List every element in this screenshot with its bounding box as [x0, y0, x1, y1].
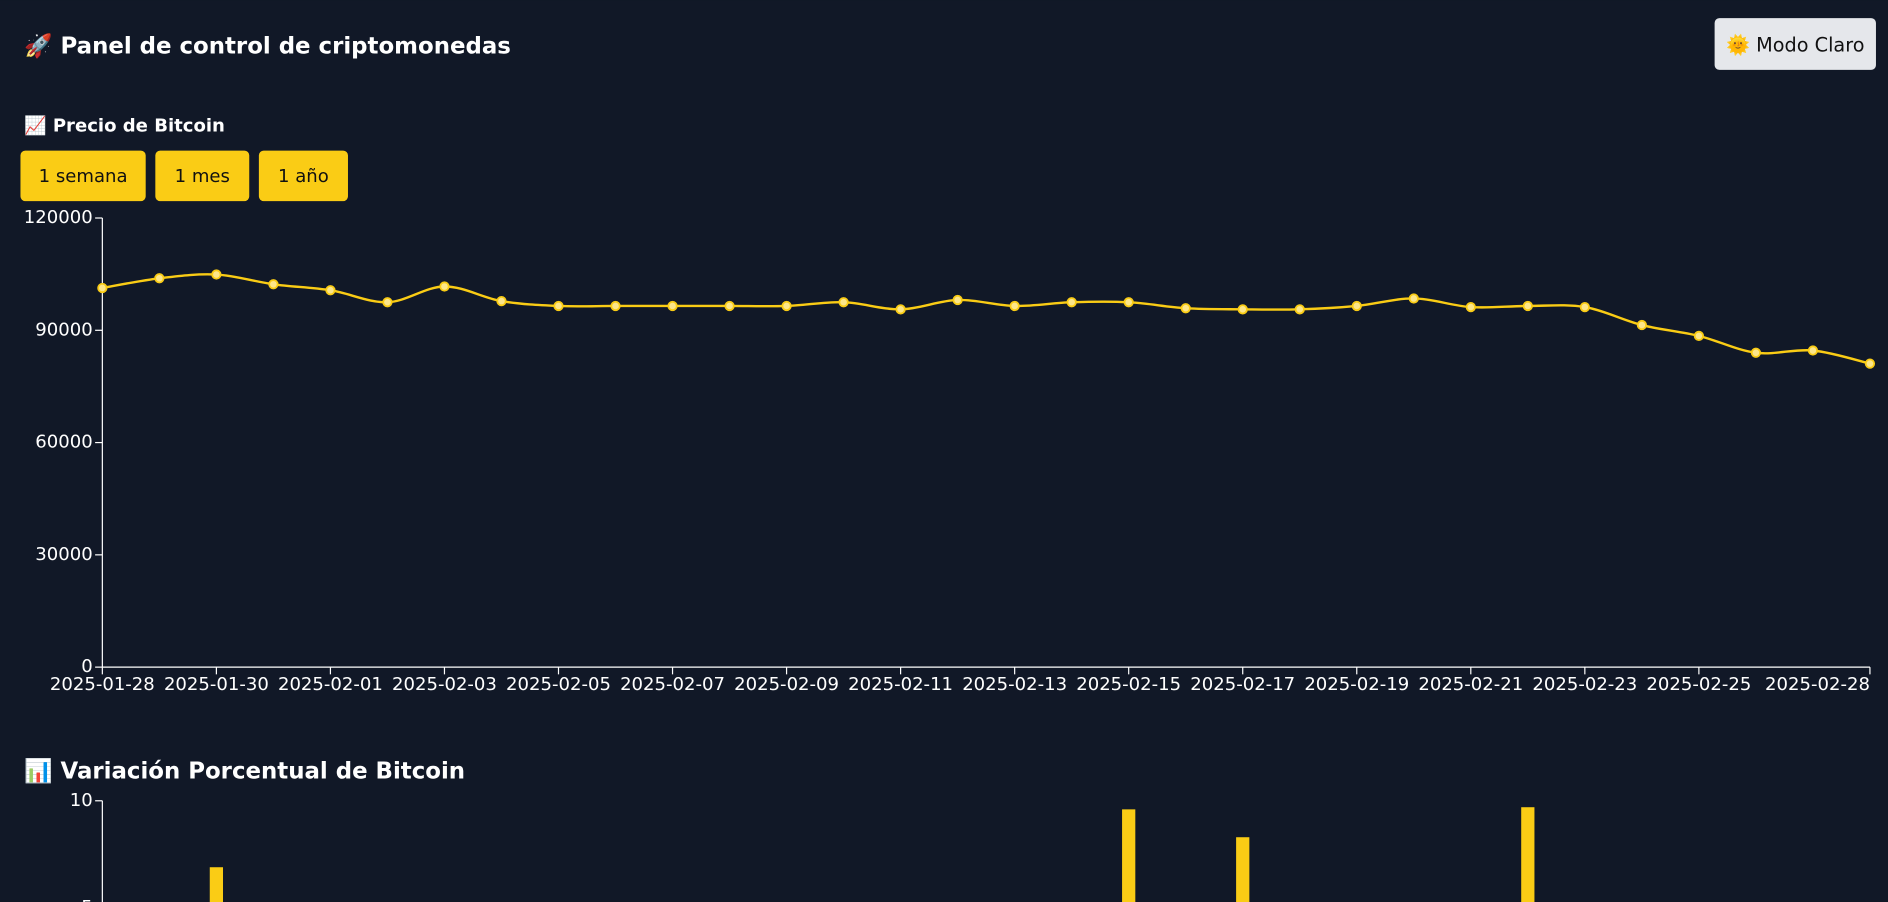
price-point: [1750, 347, 1762, 358]
button-label[interactable]: 1 mes: [175, 166, 230, 187]
range-button[interactable]: 1 mes: [155, 150, 250, 202]
x-tick-label: 2025-02-19: [1304, 674, 1409, 695]
x-tick-label: 2025-02-23: [1532, 674, 1637, 695]
button-bg[interactable]: [20, 150, 146, 202]
price-point: [1807, 345, 1819, 356]
price-point: [1579, 301, 1590, 313]
price-point: [1636, 319, 1647, 331]
button-label[interactable]: 1 año: [278, 166, 329, 187]
price-point: [1123, 297, 1134, 308]
price-point: [154, 273, 165, 284]
x-tick-label: 2025-02-01: [278, 674, 383, 695]
x-tick-label: 2025-02-17: [1190, 674, 1295, 695]
x-tick-label: 2025-02-09: [734, 674, 839, 695]
price-point: [268, 279, 279, 290]
page-title: 🚀 Panel de control de criptomonedas: [24, 33, 511, 60]
button-bg[interactable]: [155, 150, 250, 202]
price-point: [1009, 300, 1020, 312]
y-tick-label: 5: [81, 897, 92, 902]
price-point: [1693, 330, 1704, 342]
section-title: 📊 Variación Porcentual de Bitcoin: [24, 757, 465, 784]
price-point: [496, 295, 507, 307]
price-point: [439, 281, 450, 292]
y-tick-label: 30000: [35, 544, 92, 565]
x-tick-label: 2025-01-28: [50, 674, 155, 695]
x-tick-label: 2025-02-25: [1646, 674, 1751, 695]
price-point: [610, 300, 621, 312]
price-point: [1351, 300, 1362, 312]
price-point: [1465, 301, 1476, 313]
bar: [1122, 809, 1136, 902]
range-button[interactable]: 1 año: [258, 150, 348, 202]
price-point: [211, 269, 222, 280]
price-point: [895, 304, 906, 315]
price-point: [667, 300, 678, 312]
bar: [1236, 837, 1250, 902]
price-point: [1408, 293, 1419, 304]
button-label[interactable]: 🌞 Modo Claro: [1726, 32, 1864, 56]
price-point: [97, 282, 108, 294]
section-title: 📈 Precio de Bitcoin: [24, 115, 225, 137]
x-tick-label: 2025-02-03: [392, 674, 497, 695]
y-tick-label: 60000: [35, 432, 92, 453]
price-point: [838, 297, 849, 308]
price-point: [952, 294, 963, 306]
price-point: [1066, 297, 1077, 308]
x-tick-label: 2025-02-05: [506, 674, 611, 695]
x-tick-label: 2025-02-07: [620, 674, 725, 695]
price-point: [781, 300, 792, 312]
x-tick-label: 2025-02-21: [1418, 674, 1523, 695]
y-tick-label: 0: [81, 656, 92, 677]
bar: [209, 867, 224, 902]
y-tick-label: 90000: [35, 319, 92, 340]
price-point: [1180, 303, 1191, 314]
price-point: [1864, 358, 1876, 369]
price-point: [1522, 300, 1533, 312]
bar: [1521, 807, 1535, 902]
y-tick-label: 120000: [24, 207, 93, 228]
x-tick-label: 2025-02-11: [848, 674, 953, 695]
y-tick-label: 10: [70, 790, 93, 811]
button-bg[interactable]: [258, 150, 348, 202]
range-button[interactable]: 1 semana: [20, 150, 146, 202]
price-point: [1294, 304, 1305, 315]
theme-button[interactable]: 🌞 Modo Claro: [1714, 18, 1876, 70]
price-point: [1237, 304, 1248, 315]
price-point: [325, 285, 336, 296]
x-tick-label: 2025-02-15: [1076, 674, 1181, 695]
price-point: [724, 300, 735, 312]
button-bg[interactable]: [1714, 18, 1876, 70]
x-tick-label: 2025-01-30: [164, 674, 269, 695]
x-tick-label: 2025-02-13: [962, 674, 1067, 695]
price-point: [553, 300, 564, 312]
price-point: [382, 297, 393, 308]
button-label[interactable]: 1 semana: [39, 166, 128, 187]
x-tick-label: 2025-02-28: [1765, 674, 1870, 695]
